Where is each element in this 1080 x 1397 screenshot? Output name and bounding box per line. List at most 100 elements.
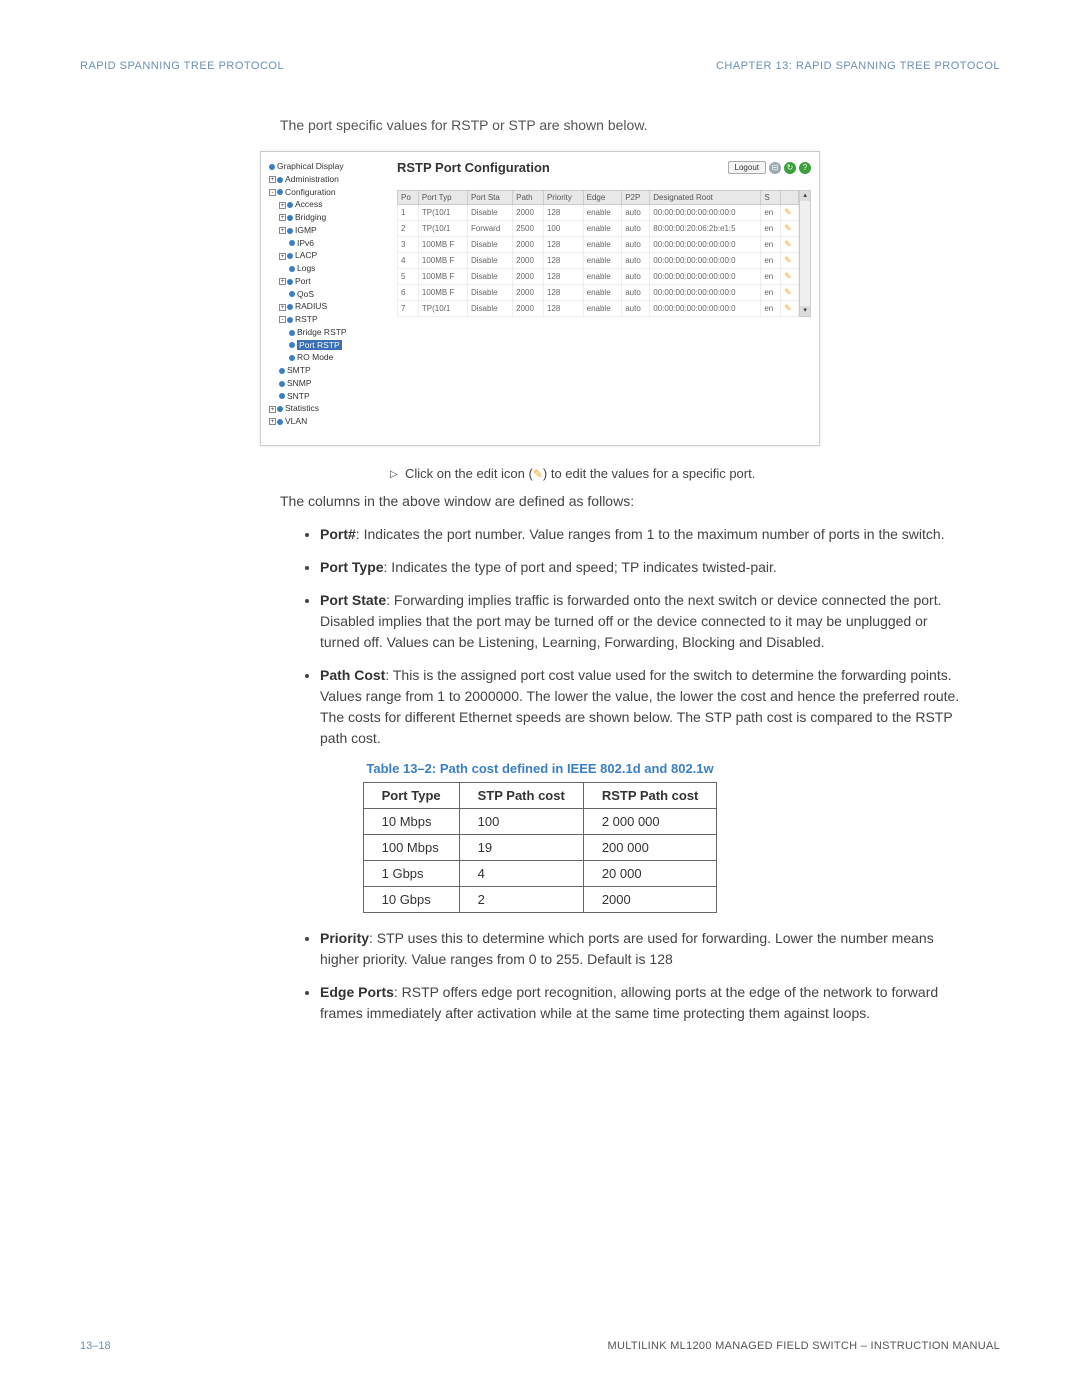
tree-node[interactable]: SNMP	[269, 377, 389, 390]
table-cell: 128	[543, 285, 583, 301]
tree-node[interactable]: Bridge RSTP	[269, 326, 389, 339]
table-cell: en	[761, 221, 781, 237]
scrollbar[interactable]: ▴ ▾	[799, 190, 811, 317]
table-cell: en	[761, 205, 781, 221]
table-cell: 100MB F	[418, 285, 467, 301]
table-cell: en	[761, 253, 781, 269]
table-cell: auto	[622, 253, 650, 269]
rstp-port-table: PoPort TypPort StaPathPriorityEdgeP2PDes…	[397, 190, 799, 317]
tree-node[interactable]: RO Mode	[269, 351, 389, 364]
tree-node[interactable]: SNTP	[269, 390, 389, 403]
table-cell: auto	[622, 237, 650, 253]
tree-node[interactable]: +Port	[269, 275, 389, 288]
table-header: Port Sta	[467, 191, 512, 205]
triangle-icon: ▷	[390, 469, 398, 480]
table-cell: en	[761, 269, 781, 285]
columns-intro: The columns in the above window are defi…	[280, 493, 1000, 509]
logout-button[interactable]: Logout	[728, 161, 766, 174]
table-cell: 4	[398, 253, 419, 269]
tree-node[interactable]: QoS	[269, 288, 389, 301]
edit-icon[interactable]: ✎	[784, 223, 792, 233]
table-row: 5100MB FDisable2000128enableauto00:00:00…	[398, 269, 799, 285]
save-icon[interactable]: ⊟	[769, 162, 781, 174]
table-header: Path	[513, 191, 544, 205]
tree-node[interactable]: -RSTP	[269, 313, 389, 326]
table-cell: ✎	[781, 285, 799, 301]
footer-page-num: 13–18	[80, 1340, 111, 1352]
table-cell: 2500	[513, 221, 544, 237]
table-cell: 3	[398, 237, 419, 253]
table-cell: 128	[543, 253, 583, 269]
tree-node[interactable]: +IGMP	[269, 224, 389, 237]
table-cell: Disable	[467, 285, 512, 301]
tree-node[interactable]: +VLAN	[269, 415, 389, 428]
table-cell: 00:00:00:00:00:00:00:0	[650, 269, 761, 285]
edit-icon[interactable]: ✎	[784, 207, 792, 217]
cost-table-row: 1 Gbps420 000	[363, 861, 717, 887]
edit-icon[interactable]: ✎	[784, 255, 792, 265]
cost-table-row: 100 Mbps19200 000	[363, 835, 717, 861]
cost-table-cell: 2 000 000	[583, 809, 717, 835]
edit-icon[interactable]: ✎	[784, 303, 792, 313]
cost-table-cell: 10 Mbps	[363, 809, 459, 835]
cost-table-cell: 19	[459, 835, 583, 861]
table-cell: ✎	[781, 269, 799, 285]
panel-title: RSTP Port Configuration	[397, 160, 550, 175]
table-cell: 00:00:00:00:00:00:00:0	[650, 285, 761, 301]
table-cell: TP(10/1	[418, 205, 467, 221]
table-cell: 6	[398, 285, 419, 301]
pencil-icon: ✎	[533, 467, 543, 481]
table-cell: 7	[398, 301, 419, 317]
table-header: Po	[398, 191, 419, 205]
table-cell: 00:00:00:00:00:00:00:0	[650, 253, 761, 269]
table-cell: en	[761, 285, 781, 301]
edit-icon[interactable]: ✎	[784, 271, 792, 281]
refresh-icon[interactable]: ↻	[784, 162, 796, 174]
table-row: 6100MB FDisable2000128enableauto00:00:00…	[398, 285, 799, 301]
table-cell: en	[761, 301, 781, 317]
tree-node[interactable]: Graphical Display	[269, 160, 389, 173]
tree-node[interactable]: SMTP	[269, 364, 389, 377]
table-header: Port Typ	[418, 191, 467, 205]
table-cell: 128	[543, 269, 583, 285]
cost-table-row: 10 Gbps22000	[363, 887, 717, 913]
table-cell: Disable	[467, 205, 512, 221]
table-cell: ✎	[781, 301, 799, 317]
table-cell: Forward	[467, 221, 512, 237]
tree-node[interactable]: +LACP	[269, 249, 389, 262]
edit-icon[interactable]: ✎	[784, 239, 792, 249]
table-cell: ✎	[781, 221, 799, 237]
edit-icon[interactable]: ✎	[784, 287, 792, 297]
help-icon[interactable]: ?	[799, 162, 811, 174]
tree-node[interactable]: +Statistics	[269, 402, 389, 415]
nav-tree: Graphical Display+Administration-Configu…	[269, 160, 389, 437]
tree-node[interactable]: +RADIUS	[269, 300, 389, 313]
definitions-list: Port#: Indicates the port number. Value …	[320, 524, 960, 749]
tree-node[interactable]: +Administration	[269, 173, 389, 186]
table-cell: auto	[622, 285, 650, 301]
table-cell: ✎	[781, 205, 799, 221]
table-cell: 100	[543, 221, 583, 237]
footer-manual-title: MULTILINK ML1200 MANAGED FIELD SWITCH – …	[608, 1340, 1000, 1352]
page-header: RAPID SPANNING TREE PROTOCOL CHAPTER 13:…	[80, 60, 1000, 72]
tree-node[interactable]: IPv6	[269, 237, 389, 250]
table-cell: 00:00:00:00:00:00:00:0	[650, 237, 761, 253]
tree-node[interactable]: -Configuration	[269, 186, 389, 199]
tree-node[interactable]: +Bridging	[269, 211, 389, 224]
cost-table-cell: 200 000	[583, 835, 717, 861]
table-cell: ✎	[781, 253, 799, 269]
table-cell: 2000	[513, 237, 544, 253]
table-cell: Disable	[467, 237, 512, 253]
table-cell: Disable	[467, 301, 512, 317]
tree-node[interactable]: Port RSTP	[269, 339, 389, 352]
table-cell: 00:00:00:00:00:00:00:0	[650, 301, 761, 317]
cost-table-cell: 100	[459, 809, 583, 835]
table-cell: enable	[583, 269, 622, 285]
intro-text: The port specific values for RSTP or STP…	[280, 117, 1000, 133]
tree-node[interactable]: +Access	[269, 198, 389, 211]
table-caption: Table 13–2: Path cost defined in IEEE 80…	[80, 761, 1000, 776]
table-cell: enable	[583, 301, 622, 317]
tree-node[interactable]: Logs	[269, 262, 389, 275]
table-cell: 128	[543, 301, 583, 317]
definition-item: Port Type: Indicates the type of port an…	[320, 557, 960, 578]
